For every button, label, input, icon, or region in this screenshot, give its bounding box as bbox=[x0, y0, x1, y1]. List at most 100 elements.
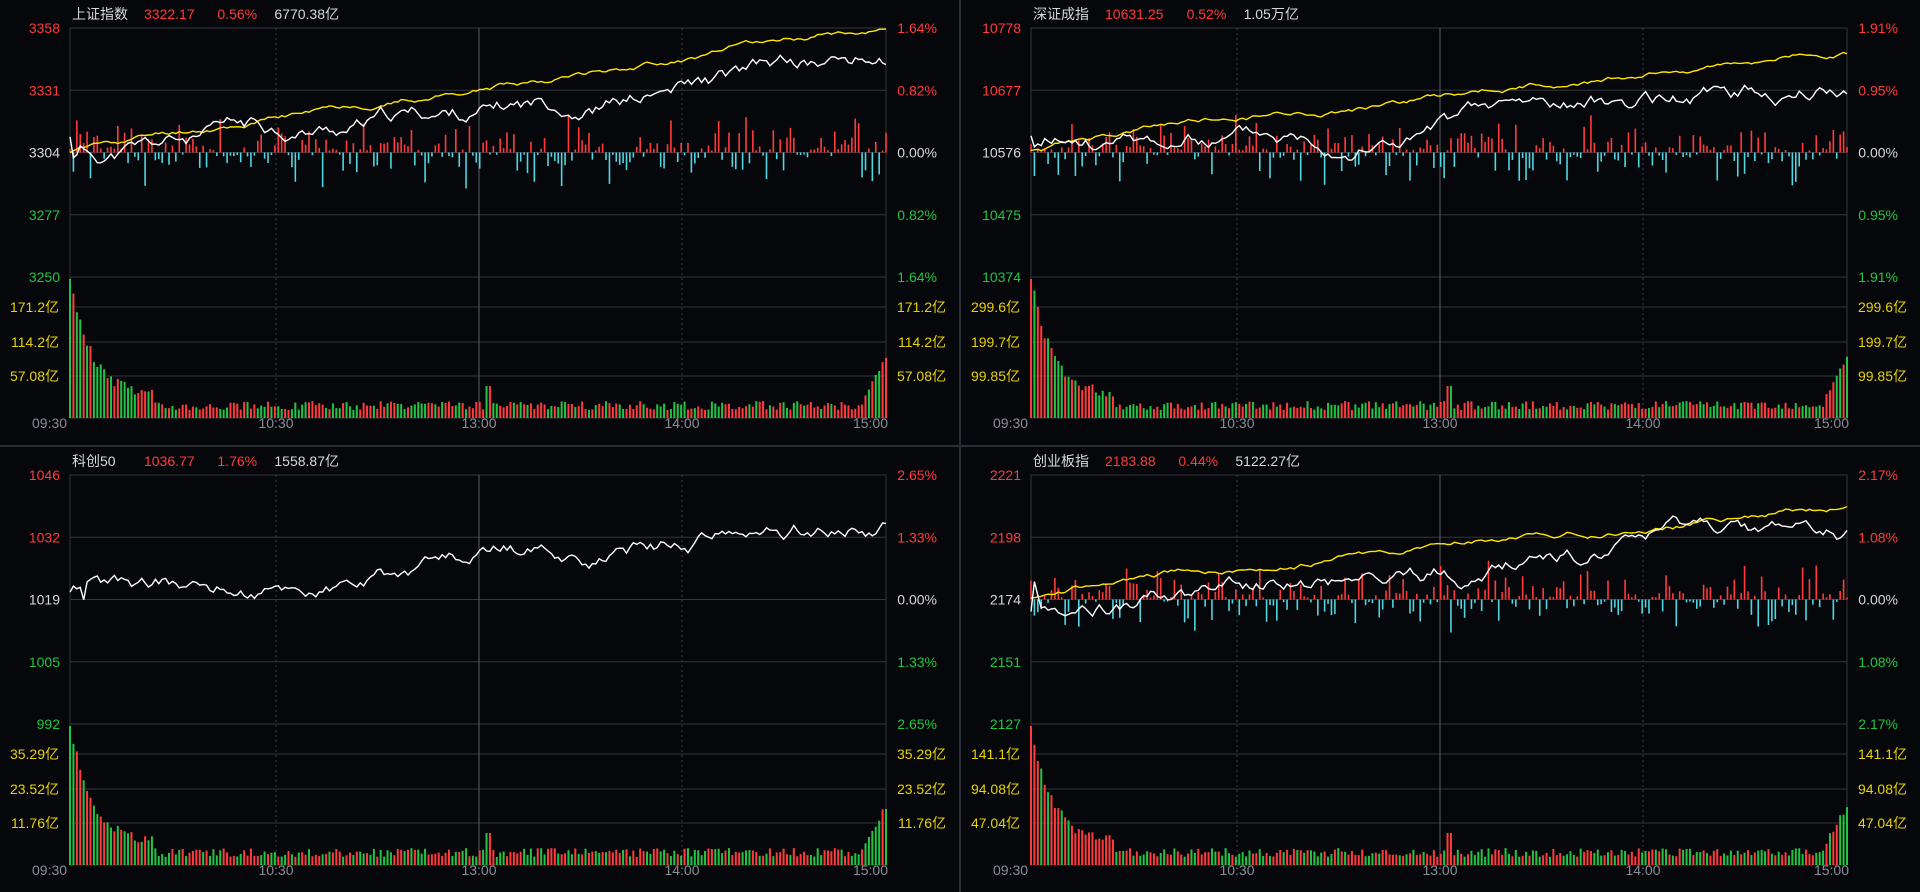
breadth-bar bbox=[1200, 143, 1203, 153]
volume-bar bbox=[1296, 849, 1299, 865]
breadth-bar bbox=[1750, 599, 1753, 615]
volume-bar bbox=[69, 279, 71, 418]
breadth-bar bbox=[748, 152, 751, 164]
breadth-bar bbox=[499, 138, 501, 153]
volume-bar bbox=[1818, 852, 1821, 865]
volume-bar bbox=[239, 409, 242, 418]
volume-bar bbox=[1692, 855, 1695, 865]
volume-bar bbox=[1583, 409, 1586, 418]
volume-bar bbox=[1221, 855, 1224, 865]
volume-bar bbox=[181, 404, 184, 418]
breadth-bar bbox=[390, 152, 392, 169]
breadth-bar bbox=[676, 152, 679, 162]
volume-bar bbox=[768, 405, 771, 418]
breadth-bar bbox=[1573, 599, 1575, 607]
volume-bar bbox=[844, 856, 847, 865]
volume-bar bbox=[618, 404, 621, 418]
volume-bar bbox=[1617, 405, 1620, 418]
breadth-bar bbox=[1682, 152, 1684, 157]
volume-bar bbox=[1210, 848, 1213, 865]
breadth-bar bbox=[1842, 579, 1845, 600]
volume-bar bbox=[451, 406, 454, 418]
volume-bar bbox=[840, 849, 843, 865]
volume-bar bbox=[1412, 849, 1415, 865]
breadth-bar bbox=[441, 152, 443, 157]
volume-bar bbox=[1122, 850, 1125, 865]
volume-bar bbox=[1637, 403, 1640, 418]
breadth-bar bbox=[1515, 124, 1517, 153]
volume-tick-label: 114.2亿 bbox=[11, 334, 59, 350]
breadth-bar bbox=[1525, 152, 1527, 181]
volume-bar bbox=[263, 851, 266, 865]
breadth-bar bbox=[1764, 132, 1766, 153]
volume-tick-label-right: 94.08亿 bbox=[1858, 781, 1907, 797]
breadth-bar bbox=[267, 152, 269, 164]
breadth-bar bbox=[1429, 145, 1432, 153]
panel-chinext[interactable]: 创业板指 2183.88 0.44% 5122.27亿 2221 2198 2174 2151… bbox=[961, 447, 1920, 892]
volume-bar bbox=[239, 854, 242, 865]
volume-bar bbox=[1641, 852, 1644, 865]
volume-bar bbox=[430, 854, 433, 865]
volume-bar bbox=[785, 407, 788, 418]
volume-bar bbox=[1070, 379, 1073, 418]
volume-bar bbox=[1149, 852, 1152, 865]
breadth-bar bbox=[1685, 599, 1688, 603]
breadth-bar bbox=[1791, 152, 1794, 186]
volume-bar bbox=[796, 401, 799, 418]
volume-bar bbox=[700, 855, 703, 865]
volume-bar bbox=[1354, 404, 1357, 418]
volume-bar bbox=[1122, 409, 1125, 418]
volume-bar bbox=[1682, 849, 1685, 865]
breadth-bar bbox=[1207, 582, 1210, 600]
breadth-bar bbox=[1354, 599, 1357, 624]
average-line bbox=[69, 28, 886, 154]
breadth-bar bbox=[663, 152, 665, 169]
breadth-bar bbox=[1484, 589, 1486, 600]
volume-bar bbox=[567, 403, 570, 418]
volume-bar bbox=[1743, 401, 1746, 418]
volume-bar bbox=[1391, 854, 1394, 865]
volume-bar bbox=[601, 852, 604, 865]
volume-bar bbox=[570, 403, 573, 418]
breadth-bar bbox=[1839, 134, 1841, 153]
volume-bar bbox=[1729, 850, 1732, 865]
breadth-bar bbox=[1528, 152, 1531, 169]
breadth-bar bbox=[407, 146, 409, 153]
volume-bar bbox=[864, 395, 867, 418]
volume-bar bbox=[1702, 404, 1705, 418]
volume-bar bbox=[447, 401, 450, 418]
breadth-bar bbox=[188, 144, 191, 153]
breadth-bar bbox=[1436, 144, 1439, 153]
breadth-bar bbox=[137, 152, 140, 161]
volume-bar bbox=[1197, 848, 1200, 865]
volume-bar bbox=[1166, 402, 1169, 418]
panel-star50[interactable]: 科创50 1036.77 1.76% 1558.87亿 1046 1032 1019 1005… bbox=[0, 447, 959, 892]
breadth-bar bbox=[1661, 599, 1664, 612]
breadth-bar bbox=[1484, 142, 1486, 153]
index-line bbox=[69, 522, 887, 600]
volume-bar bbox=[465, 409, 468, 418]
volume-bar bbox=[79, 319, 82, 418]
breadth-bar bbox=[1695, 152, 1698, 155]
volume-bar bbox=[297, 409, 300, 418]
volume-bar bbox=[1214, 401, 1217, 418]
breadth-bar bbox=[1767, 152, 1770, 164]
volume-bar bbox=[359, 851, 362, 865]
panel-shanghai-composite[interactable]: 上证指数 3322.17 0.56% 6770.38亿 3358 3331 3304 3277… bbox=[0, 0, 959, 445]
breadth-bar bbox=[1320, 586, 1323, 600]
volume-bar bbox=[714, 403, 717, 418]
volume-bar bbox=[321, 404, 324, 418]
volume-bar bbox=[1630, 851, 1633, 865]
volume-bar bbox=[680, 855, 683, 865]
breadth-bar bbox=[280, 133, 283, 153]
panel-shenzhen-component[interactable]: 深证成指 10631.25 0.52% 1.05万亿 10778 10677 10576 10… bbox=[961, 0, 1920, 445]
volume-bar bbox=[516, 404, 519, 418]
volume-bar bbox=[1146, 409, 1149, 418]
volume-bar bbox=[471, 408, 474, 418]
volume-bar bbox=[1166, 854, 1169, 865]
volume-bar bbox=[1538, 856, 1541, 865]
volume-bar bbox=[1719, 406, 1722, 418]
volume-bar bbox=[1323, 409, 1326, 418]
volume-bar bbox=[598, 403, 601, 418]
breadth-bar bbox=[1525, 594, 1527, 600]
